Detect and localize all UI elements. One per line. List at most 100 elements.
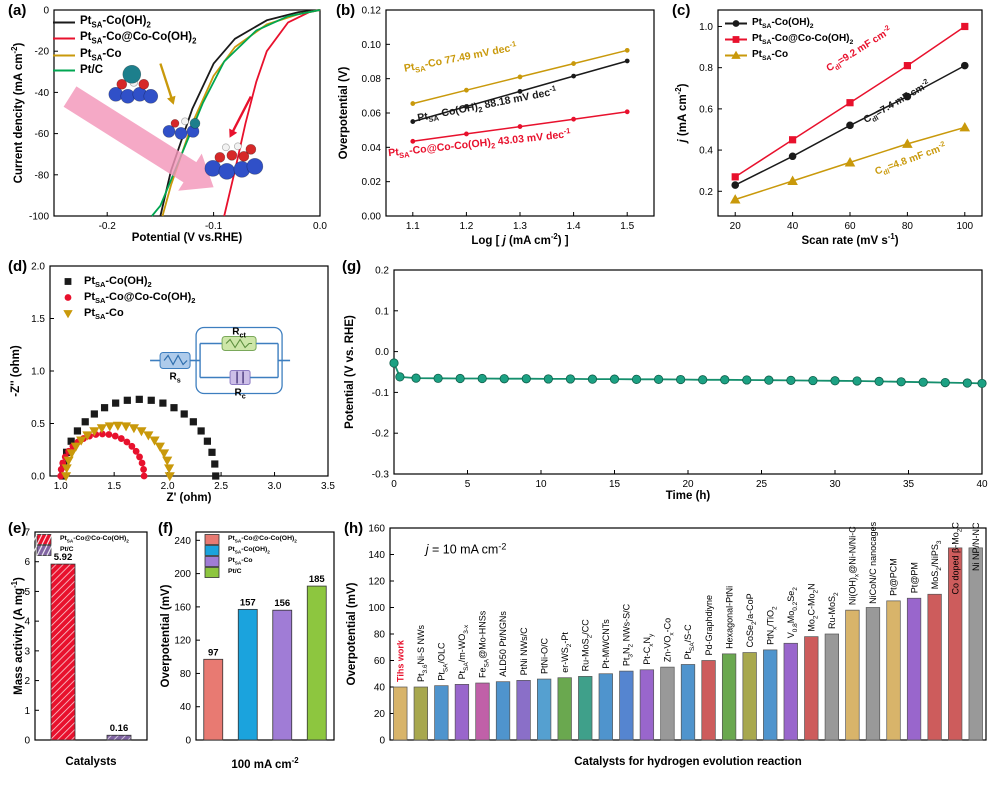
svg-text:240: 240 [174, 536, 191, 547]
svg-text:20: 20 [730, 221, 742, 232]
annotation: PtSA-Co(OH)2 88.18 mV dec-1 [416, 83, 558, 126]
svg-text:1.5: 1.5 [31, 314, 45, 325]
pink-arrow-icon [63, 86, 214, 191]
bar [516, 680, 531, 741]
svg-text:120: 120 [174, 636, 191, 647]
legend-label: PtSA-Co [228, 556, 253, 566]
axis: 0 5 10 15 20 25 30 35 40 -0.3 -0.2 -0.1 0.0 0.1 0.2 [372, 266, 988, 491]
pointer-arrow-icon [159, 63, 176, 105]
bar-label: Pt@PM [909, 562, 919, 593]
bar [557, 677, 572, 741]
svg-text:60: 60 [374, 656, 386, 667]
x-axis-label: Time (h) [665, 490, 711, 502]
bar [237, 608, 258, 741]
legend-item: PtSA-Co@Co-Co(OH)2 [52, 30, 197, 46]
bar-label: Pt3N2 NWs-S/C [622, 603, 635, 666]
legend: PtSA-Co@Co-Co(OH)2 PtSA-Co(OH)2 PtSA-Co Pt/… [200, 534, 297, 578]
annotation: Cdl=7.4 mF cm-2 [860, 76, 933, 127]
bar-label: ALD50 Pt/NGNs [498, 611, 508, 677]
svg-text:4: 4 [24, 617, 30, 628]
circuit-label-rct: Rct [232, 327, 246, 340]
legend-swatch [725, 50, 747, 59]
panel-f-overpotential-bars: (f) 0 40 80 120 160 200 240 97 157 156 185 100 mA … [158, 520, 342, 782]
axis: 0 1 2 3 4 5 6 7 [24, 528, 148, 747]
bar [495, 681, 511, 741]
svg-text:1.4: 1.4 [567, 221, 581, 232]
svg-text:0.2: 0.2 [699, 187, 713, 198]
series-PtSA-Co@Co-Co(OH)2 [223, 9, 321, 217]
svg-text:160: 160 [368, 524, 385, 535]
legend-label: PtSA-Co@Co-Co(OH)2 [80, 31, 197, 46]
bar-label: FeSA@Mo-HNSs [478, 610, 491, 678]
svg-text:7: 7 [24, 528, 30, 539]
bar [742, 652, 757, 741]
bar-value-label: 157 [240, 597, 256, 608]
bar [948, 547, 963, 741]
svg-text:0: 0 [185, 736, 191, 747]
svg-text:1.0: 1.0 [31, 367, 45, 378]
nyquist-chart: 1.0 1.5 2.0 2.5 3.0 3.5 0.0 0.5 1.0 1.5 2.0 Rs Rct Rc [31, 262, 335, 493]
panel-g-label: (g) [342, 258, 362, 275]
bar-label: Mo2C-Mo2N [807, 583, 820, 631]
svg-text:30: 30 [829, 479, 841, 490]
bar-label: Pt3.6Ni-S NWs [416, 624, 429, 682]
svg-text:40: 40 [180, 702, 192, 713]
svg-text:0.0: 0.0 [31, 472, 45, 483]
svg-text:-40: -40 [35, 88, 50, 99]
bar [393, 686, 408, 741]
svg-text:200: 200 [174, 569, 191, 580]
bar-label: Co doped β-Mo2C [950, 522, 963, 595]
overpotential-chart: 0 40 80 120 160 200 240 97 157 156 185 [174, 531, 335, 747]
panel-a-label: (a) [8, 2, 27, 19]
svg-text:3.0: 3.0 [268, 481, 282, 492]
svg-text:-80: -80 [35, 170, 50, 181]
bar-label: PtSA/S-C [683, 624, 696, 660]
bar [660, 666, 675, 741]
bar [906, 597, 922, 741]
series-PtSA-Co [410, 47, 630, 106]
svg-text:100: 100 [368, 603, 385, 614]
legend-item: PtSA-Co@Co-Co(OH)2 [200, 534, 297, 545]
svg-text:0.2: 0.2 [375, 266, 389, 277]
legend-swatch [63, 310, 73, 319]
x-axis-label: Z' (ohm) [166, 492, 212, 504]
legend-item: PtSA-Co(OH)2 [724, 16, 853, 32]
mass-activity-chart: 0 1 2 3 4 5 6 7 5.92 0.16 [24, 528, 148, 747]
svg-text:1.0: 1.0 [699, 22, 713, 33]
svg-text:0.04: 0.04 [362, 143, 382, 154]
series-PtSA-Co [729, 122, 971, 204]
legend-label: PtSA-Co(OH)2 [228, 545, 270, 555]
svg-text:100: 100 [956, 221, 973, 232]
legend-swatch [64, 294, 72, 302]
svg-text:5: 5 [465, 479, 471, 490]
bar-value-label: 5.92 [54, 552, 73, 563]
bar [639, 669, 655, 741]
molecule-cluster [108, 64, 159, 104]
svg-text:80: 80 [902, 221, 914, 232]
svg-text:0.5: 0.5 [31, 419, 45, 430]
bar-label: Zn-VOx-Co [663, 618, 676, 662]
legend-swatch [204, 556, 220, 567]
legend-swatch [725, 36, 747, 44]
panel-f-label: (f) [158, 520, 173, 537]
legend-label: PtSA-Co@Co-Co(OH)2 [228, 534, 297, 544]
x-axis-label: Catalysts [65, 756, 117, 768]
svg-text:6: 6 [24, 557, 30, 568]
svg-text:0.00: 0.00 [362, 212, 382, 223]
circuit-label-rs: Rs [169, 372, 180, 385]
molecule-cluster [162, 117, 201, 140]
svg-text:2: 2 [24, 676, 30, 687]
bar [680, 664, 696, 741]
svg-text:-0.1: -0.1 [372, 388, 390, 399]
svg-text:80: 80 [180, 669, 192, 680]
bar-value-label: 97 [208, 647, 219, 658]
bar-label: Pt@PCM [889, 558, 899, 596]
svg-text:40: 40 [976, 479, 988, 490]
panel-a-lsv-curves: (a) -0.2 -0.1 0.0 0 -20 -40 -60 -80 -100 Potenti… [8, 2, 330, 256]
bar-value-label: 0.16 [110, 723, 129, 734]
series-PtSA-Co@Co-Co(OH)2 [410, 109, 630, 144]
bar [721, 653, 737, 741]
svg-text:0: 0 [391, 479, 397, 490]
panel-e-mass-activity: (e) 0 1 2 3 4 5 6 7 5.92 0.16 Catalysts Mass activ… [8, 520, 156, 782]
legend-swatch [64, 278, 72, 286]
